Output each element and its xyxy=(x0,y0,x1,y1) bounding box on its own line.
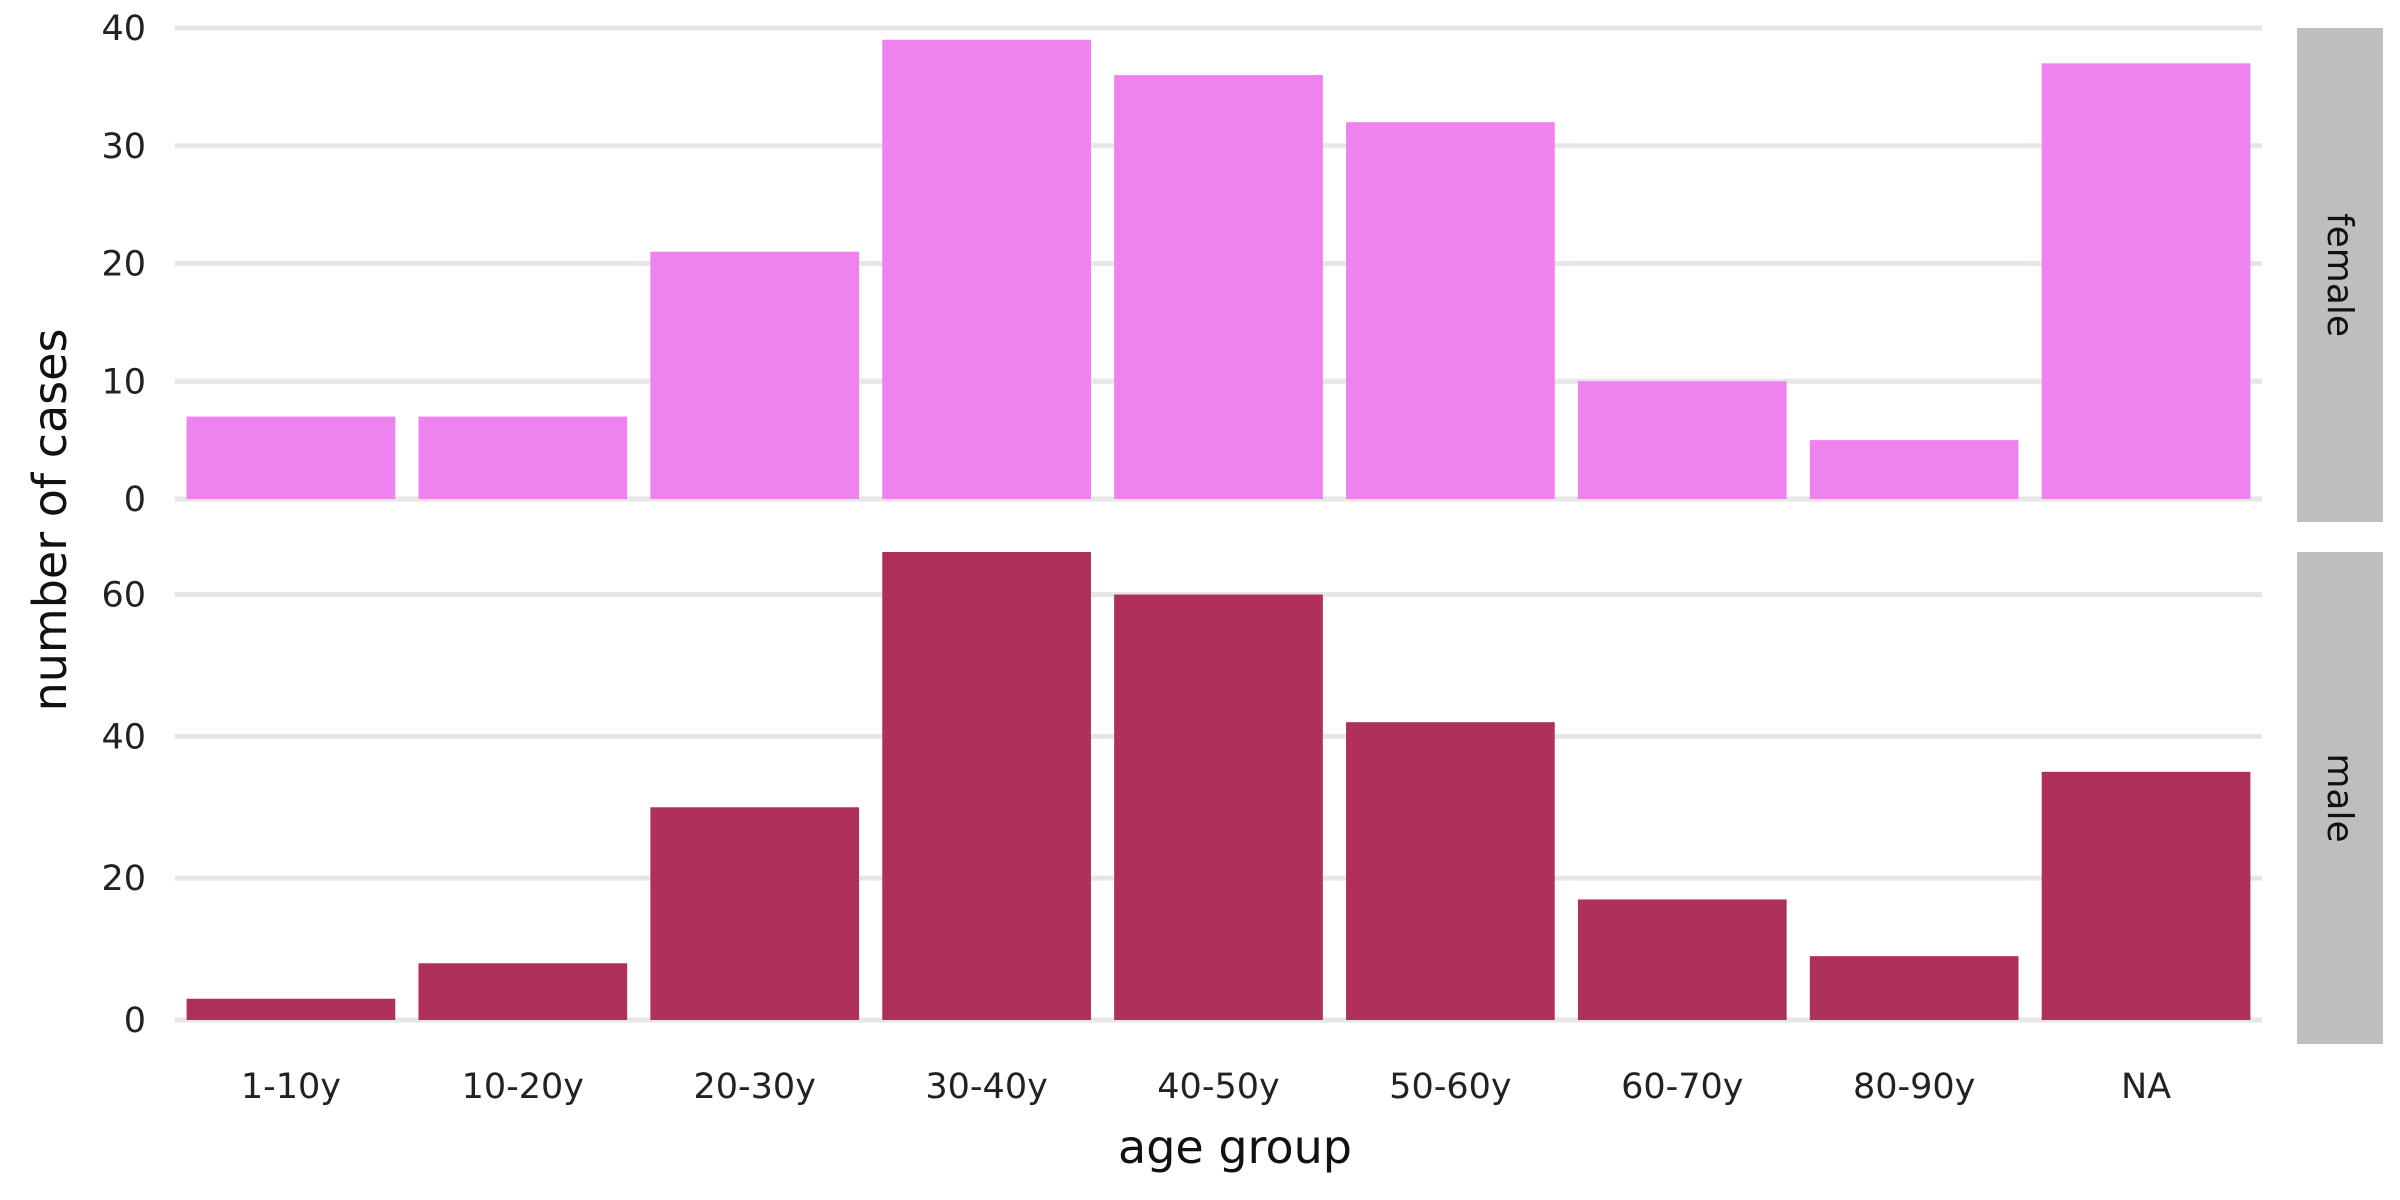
bar-female-30-40y xyxy=(882,39,1091,500)
y-tick-label-female-30: 30 xyxy=(101,127,146,167)
bar-male-1-10y xyxy=(186,998,396,1020)
bar-female-50-60y xyxy=(1346,122,1555,499)
x-tick-label-NA: NA xyxy=(2121,1067,2171,1107)
bar-female-10-20y xyxy=(418,416,628,499)
x-axis-title: age group xyxy=(1118,1120,1352,1174)
y-tick-label-male-60: 60 xyxy=(101,576,146,616)
bar-female-NA xyxy=(2041,63,2251,499)
bar-male-NA xyxy=(2041,771,2251,1020)
facet-strip-female xyxy=(2297,28,2383,522)
bar-female-40-50y xyxy=(1114,75,1323,499)
bar-male-40-50y xyxy=(1114,594,1323,1020)
x-tick-label-10-20y: 10-20y xyxy=(462,1067,584,1107)
y-tick-label-male-0: 0 xyxy=(124,1001,146,1041)
bar-male-50-60y xyxy=(1346,722,1555,1020)
bar-male-30-40y xyxy=(882,552,1091,1020)
bar-male-10-20y xyxy=(418,963,628,1020)
bar-male-20-30y xyxy=(650,807,860,1020)
y-tick-label-male-20: 20 xyxy=(101,859,146,899)
bar-female-80-90y xyxy=(1809,440,2019,499)
x-tick-label-20-30y: 20-30y xyxy=(694,1067,816,1107)
y-tick-label-female-20: 20 xyxy=(101,245,146,285)
x-tick-label-80-90y: 80-90y xyxy=(1853,1067,1975,1107)
x-tick-label-50-60y: 50-60y xyxy=(1389,1067,1511,1107)
y-tick-label-female-40: 40 xyxy=(101,9,146,49)
facet-strip-male xyxy=(2297,552,2383,1044)
x-tick-label-30-40y: 30-40y xyxy=(925,1067,1047,1107)
panel-female: 0 10 20 30 40 female xyxy=(101,9,2383,522)
facet-label-female: female xyxy=(2319,213,2360,337)
bar-female-1-10y xyxy=(186,416,396,499)
panel-male: 0 20 40 60 male xyxy=(101,552,2383,1044)
bar-female-60-70y xyxy=(1577,381,1787,499)
x-tick-label-40-50y: 40-50y xyxy=(1157,1067,1279,1107)
bar-female-20-30y xyxy=(650,251,860,499)
y-tick-label-female-10: 10 xyxy=(101,362,146,402)
bar-male-80-90y xyxy=(1809,956,2019,1020)
x-tick-label-60-70y: 60-70y xyxy=(1621,1067,1743,1107)
bar-male-60-70y xyxy=(1577,899,1787,1020)
x-tick-label-1-10y: 1-10y xyxy=(241,1067,341,1107)
y-tick-label-female-0: 0 xyxy=(124,480,146,520)
y-tick-label-male-40: 40 xyxy=(101,717,146,757)
facet-label-male: male xyxy=(2319,753,2360,842)
y-axis-title: number of cases xyxy=(23,329,77,712)
x-axis: 1-10y 10-20y 20-30y 30-40y 40-50y 50-60y 60-70… xyxy=(241,1067,2171,1107)
